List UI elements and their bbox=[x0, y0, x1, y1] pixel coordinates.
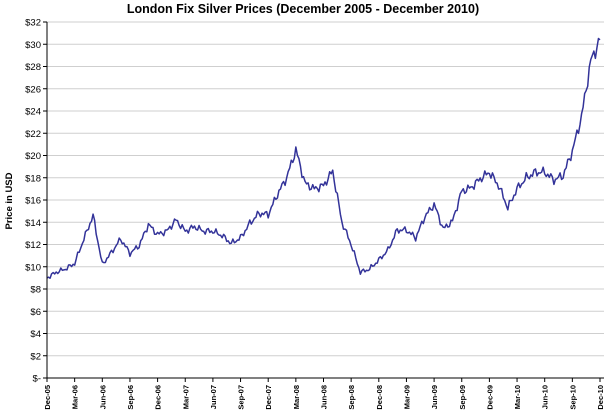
chart-title: London Fix Silver Prices (December 2005 … bbox=[127, 2, 479, 16]
x-tick-label: Mar-08 bbox=[292, 385, 301, 409]
x-tick-label: Dec-10 bbox=[596, 385, 605, 410]
y-tick-label: $24 bbox=[25, 107, 41, 118]
x-tick-label: Jun-06 bbox=[98, 385, 107, 409]
x-tick-label: Sep-08 bbox=[347, 385, 356, 410]
y-tick-label: $12 bbox=[25, 240, 41, 251]
x-tick-label: Dec-07 bbox=[264, 385, 273, 410]
x-tick-label: Dec-09 bbox=[485, 385, 494, 410]
y-axis-ticks: $- $2 $4 $6 $8 $10 $12 $14 $16 $18 $20 $22 $24 $26 $28… bbox=[25, 18, 47, 385]
x-tick-label: Jun-08 bbox=[320, 385, 329, 409]
y-tick-label: $20 bbox=[25, 151, 41, 162]
x-tick-label: Dec-06 bbox=[154, 385, 163, 410]
x-tick-label: Mar-07 bbox=[181, 385, 190, 409]
y-tick-label: $30 bbox=[25, 40, 41, 51]
x-tick-label: Sep-09 bbox=[458, 385, 467, 410]
y-tick-label: $2 bbox=[30, 351, 41, 362]
x-tick-label: Dec-05 bbox=[43, 385, 52, 410]
y-axis-label: Price in USD bbox=[4, 172, 15, 229]
y-tick-label: $16 bbox=[25, 196, 41, 207]
y-tick-label: $28 bbox=[25, 62, 41, 73]
y-tick-label: $26 bbox=[25, 84, 41, 95]
x-tick-label: Mar-09 bbox=[402, 385, 411, 409]
x-axis-ticks: Dec-05 Mar-06 Jun-06 Sep-06 Dec-06 Mar-07 Jun-… bbox=[43, 378, 605, 410]
x-tick-label: Mar-10 bbox=[513, 385, 522, 409]
x-tick-label: Mar-06 bbox=[71, 385, 80, 409]
x-tick-label: Jun-10 bbox=[541, 385, 550, 409]
y-tick-label: $10 bbox=[25, 262, 41, 273]
y-tick-label: $6 bbox=[30, 307, 41, 318]
x-tick-label: Sep-10 bbox=[568, 385, 577, 410]
y-tick-label: $22 bbox=[25, 129, 41, 140]
y-tick-label: $- bbox=[33, 374, 41, 385]
x-tick-label: Sep-07 bbox=[237, 385, 246, 410]
gridlines bbox=[47, 21, 604, 357]
y-tick-label: $4 bbox=[30, 329, 41, 340]
y-tick-label: $18 bbox=[25, 173, 41, 184]
y-tick-label: $8 bbox=[30, 285, 41, 296]
series-line-silver-price bbox=[46, 37, 601, 279]
y-tick-label: $32 bbox=[25, 18, 41, 29]
x-tick-label: Sep-06 bbox=[126, 385, 135, 410]
x-tick-label: Jun-09 bbox=[430, 385, 439, 409]
y-tick-label: $14 bbox=[25, 218, 41, 229]
x-tick-label: Dec-08 bbox=[375, 385, 384, 410]
x-tick-label: Jun-07 bbox=[209, 385, 218, 409]
